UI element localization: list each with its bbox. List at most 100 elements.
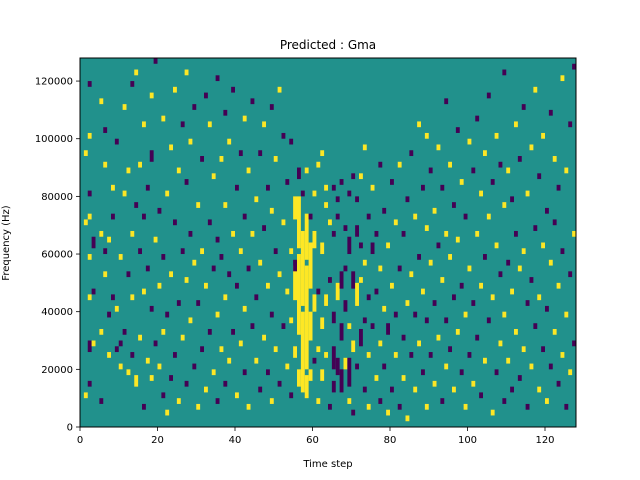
heatmap-cell: [223, 294, 228, 301]
heatmap-cell: [498, 271, 503, 278]
heatmap-cell: [134, 69, 139, 76]
y-tick-label: 40000: [41, 307, 73, 318]
heatmap-cell: [219, 254, 224, 260]
y-tick-label: 0: [67, 423, 73, 434]
plot-frame: [79, 57, 577, 428]
heatmap-cell: [269, 207, 274, 214]
heatmap-cell: [114, 346, 119, 353]
heatmap-cell: [362, 259, 367, 266]
heatmap-cell: [510, 386, 514, 393]
heatmap-cell: [293, 346, 297, 358]
heatmap-cell: [339, 369, 344, 393]
heatmap-cell: [99, 328, 104, 335]
heatmap-cell: [351, 173, 356, 180]
heatmap-cell: [161, 328, 166, 335]
heatmap-cell: [250, 323, 255, 329]
heatmap-cell: [529, 144, 534, 151]
heatmap-cell: [552, 328, 557, 335]
x-axis: 0 20 40 60 80 100 120: [77, 427, 555, 446]
heatmap-cell: [145, 265, 150, 272]
heatmap-cell: [413, 213, 418, 220]
heatmap-cell: [114, 138, 119, 145]
heatmap-cell: [215, 236, 220, 243]
heatmap-cell: [401, 375, 406, 381]
heatmap-cell: [142, 121, 146, 128]
heatmap-cell: [424, 132, 429, 139]
heatmap-cell: [316, 346, 321, 353]
heatmap-cell: [145, 357, 150, 364]
heatmap-cell: [331, 311, 336, 324]
heatmap-cell: [269, 311, 274, 318]
chart-title: Predicted : Gma: [280, 38, 376, 52]
x-tick-label: 80: [384, 435, 397, 446]
heatmap-cell: [393, 352, 398, 358]
heatmap-cell: [227, 138, 232, 145]
heatmap-cell: [277, 86, 282, 93]
heatmap-cell: [258, 150, 263, 157]
x-tick-label: 60: [306, 435, 319, 446]
heatmap-cell: [564, 167, 569, 174]
heatmap-cell: [316, 398, 321, 404]
heatmap-cell: [130, 230, 135, 237]
heatmap-cell: [471, 380, 476, 387]
heatmap-cell: [331, 346, 336, 370]
heatmap-cell: [335, 357, 340, 376]
heatmap-cell: [560, 352, 565, 358]
heatmap-cell: [91, 236, 96, 249]
heatmap-cell: [320, 317, 325, 329]
heatmap-cell: [316, 161, 321, 168]
heatmap-cell: [184, 179, 189, 185]
heatmap-cell: [568, 121, 573, 128]
heatmap-cell: [246, 265, 251, 272]
heatmap-cell: [541, 132, 545, 139]
heatmap-cell: [517, 375, 522, 381]
heatmap-cell: [339, 179, 344, 185]
heatmap-cell: [289, 317, 294, 324]
heatmap-cell: [308, 242, 313, 289]
heatmap-cell: [281, 219, 286, 226]
heatmap-cell: [548, 363, 553, 370]
heatmap-cell: [258, 386, 263, 393]
heatmap-cell: [231, 230, 235, 237]
heatmap-cell: [475, 334, 480, 341]
heatmap-cell: [343, 225, 348, 231]
heatmap-cell: [204, 386, 208, 393]
heatmap-cell: [366, 213, 371, 220]
heatmap-cell: [312, 294, 317, 312]
heatmap-cell: [444, 363, 449, 370]
heatmap-cell: [351, 271, 356, 289]
heatmap-cell: [436, 242, 441, 249]
heatmap-cell: [355, 225, 359, 237]
heatmap-cell: [444, 98, 449, 105]
heatmap-cell: [366, 403, 371, 410]
heatmap-cell: [347, 190, 352, 197]
heatmap-cell: [463, 311, 468, 318]
heatmap-cell: [498, 161, 503, 168]
heatmap-cell: [161, 115, 166, 122]
heatmap-cell: [304, 265, 309, 370]
y-axis-label: Frequency (Hz): [1, 205, 12, 281]
heatmap-cell: [463, 213, 468, 220]
heatmap-cell: [83, 150, 88, 157]
y-axis: 0 20000 40000 60000 80000 100000 120000: [35, 77, 80, 434]
x-tick-label: 0: [77, 435, 83, 446]
heatmap-cell: [483, 150, 487, 157]
heatmap-cell: [568, 369, 573, 376]
heatmap-cell: [386, 409, 390, 416]
heatmap-cell: [107, 352, 111, 358]
heatmap-cell: [529, 363, 534, 370]
heatmap-cell: [281, 132, 286, 139]
heatmap-cell: [359, 328, 363, 347]
heatmap-cell: [490, 179, 495, 185]
heatmap-cell: [99, 98, 104, 105]
heatmap-cell: [428, 352, 433, 358]
heatmap-cell: [130, 81, 135, 87]
heatmap-cell: [351, 409, 356, 416]
heatmap-cell: [486, 213, 491, 220]
heatmap-cell: [122, 190, 127, 197]
heatmap-cell: [91, 340, 96, 347]
heatmap-cell: [382, 207, 387, 214]
heatmap-cell: [432, 207, 437, 214]
heatmap-cell: [552, 156, 557, 162]
heatmap-cell: [180, 248, 185, 255]
